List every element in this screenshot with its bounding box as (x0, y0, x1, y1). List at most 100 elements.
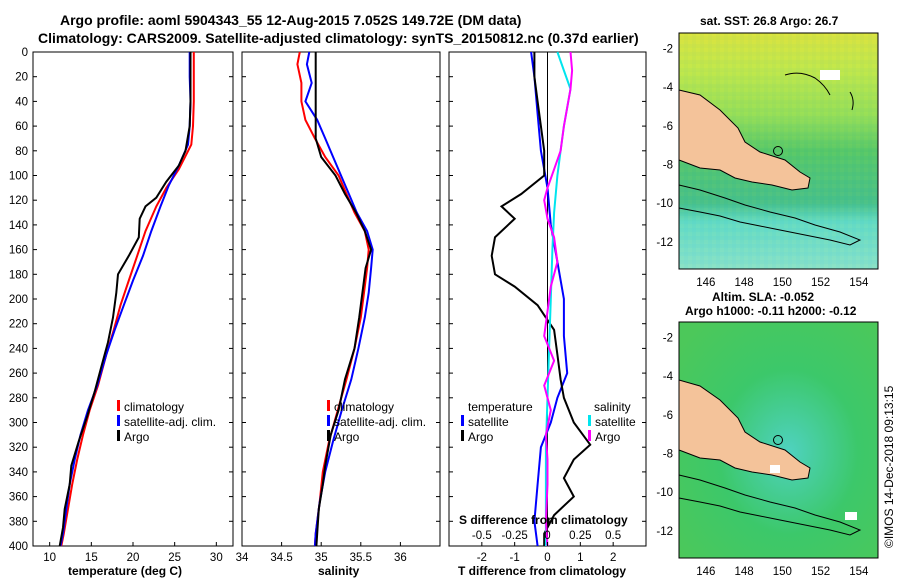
salinity-legend: climatology satellite-adj. clim. Argo (327, 400, 426, 444)
island-outline (784, 72, 831, 96)
salinity-xlabel: salinity (318, 564, 360, 578)
temperature-xlabel: temperature (deg C) (68, 564, 182, 578)
map-lat-tick-label: -10 (656, 487, 673, 499)
depth-tick-label: 180 (9, 269, 28, 281)
x-tick-label: 15 (85, 552, 98, 564)
sla-map-ticks: 146 148 150 152 154 -2 -4 -6 -8 -10 -12 (656, 332, 869, 578)
map-lon-tick-label: 150 (773, 566, 792, 578)
s-diff-tick-label: -0.25 (502, 530, 528, 542)
depth-tick-label: 220 (9, 319, 28, 331)
s-diff-tick-label: 0 (544, 530, 550, 542)
map-lat-tick-label: -4 (663, 371, 674, 383)
chart-title-line1: Argo profile: aoml 5904343_55 12-Aug-201… (60, 12, 521, 28)
legend-swatch-s-satellite (588, 415, 591, 426)
x-tick-label: 35 (315, 552, 328, 564)
x-tick-label: -2 (477, 552, 487, 564)
sst-map-ticks: 146 148 150 152 154 -2 -4 -6 -8 -10 -12 (656, 43, 869, 289)
depth-tick-label: 280 (9, 393, 28, 405)
legend-label-s-satellite: satellite (595, 415, 636, 429)
depth-tick-label: 140 (9, 220, 28, 232)
series-line-argo (58, 52, 192, 547)
legend-title-temperature: temperature (468, 400, 533, 414)
depth-tick-label: 80 (15, 146, 28, 158)
legend-swatch-satellite (117, 415, 120, 426)
new-guinea-land (678, 89, 811, 191)
map-lat-tick-label: -6 (663, 121, 673, 133)
s-diff-tick-label: -0.5 (472, 530, 492, 542)
temperature-series (58, 52, 195, 547)
map-lon-tick-label: 152 (811, 277, 830, 289)
temperature-panel (32, 51, 234, 547)
x-tick-labels: 10 15 20 25 30 34 34.5 35 35.5 36 -2 -1 0 1 2 -0.5 -0.25… (43, 530, 621, 564)
legend-label-argo: Argo (124, 430, 150, 444)
x-tick-label: 25 (168, 552, 181, 564)
depth-tick-label: 340 (9, 467, 28, 479)
sst-map-title: sat. SST: 26.8 Argo: 26.7 (700, 14, 839, 28)
x-tick-label: 1 (577, 552, 583, 564)
sla-map-frame (678, 321, 879, 559)
series-line-temperature-satellite (530, 51, 569, 547)
depth-tick-label: 400 (9, 541, 28, 553)
legend-swatch-t-satellite (461, 415, 464, 426)
legend-label-climatology: climatology (124, 400, 184, 414)
legend-label-t-argo: Argo (468, 430, 494, 444)
sla-missing-data (845, 512, 857, 520)
x-tick-label: 35.5 (350, 552, 372, 564)
map-lon-tick-label: 154 (849, 566, 869, 578)
difference-xlabel: T difference from climatology (458, 564, 626, 578)
map-lat-tick-label: -8 (663, 449, 673, 461)
legend-label-climatology: climatology (334, 400, 394, 414)
map-lat-tick-label: -2 (663, 332, 673, 344)
legend-label-t-satellite: satellite (468, 415, 509, 429)
map-lon-tick-label: 150 (773, 277, 792, 289)
legend-swatch-climatology (327, 400, 330, 411)
sst-missing-data (820, 70, 840, 80)
sst-map (678, 32, 879, 270)
depth-tick-label: 40 (15, 96, 28, 108)
depth-tick-label: 300 (9, 418, 28, 430)
depth-tick-label: 360 (9, 492, 28, 504)
x-tick-label: -1 (510, 552, 520, 564)
depth-tick-label: 160 (9, 245, 28, 257)
sla-map-title1: Altim. SLA: -0.052 (712, 290, 814, 304)
coastline (678, 474, 862, 536)
imos-watermark: ©IMOS 14-Dec-2018 09:13:15 (882, 385, 896, 548)
salinity-series (296, 51, 374, 547)
legend-swatch-t-argo (461, 430, 464, 441)
s-diff-tick-label: 0.5 (605, 530, 621, 542)
legend-swatch-argo (327, 430, 330, 441)
map-lat-tick-label: -12 (656, 526, 673, 538)
legend-label-satellite: satellite-adj. clim. (124, 415, 216, 429)
map-lat-tick-label: -4 (663, 82, 674, 94)
x-tick-label: 20 (127, 552, 140, 564)
x-tick-label: 30 (210, 552, 223, 564)
x-tick-label: 2 (610, 552, 616, 564)
map-lon-tick-label: 146 (696, 277, 715, 289)
x-tick-label: 34.5 (270, 552, 292, 564)
new-guinea-land (678, 379, 811, 481)
legend-swatch-s-argo (588, 430, 591, 441)
sst-map-frame (678, 32, 879, 270)
sla-map-title2: Argo h1000: -0.11 h2000: -0.12 (685, 304, 857, 318)
series-line-temperature-argo (490, 52, 592, 546)
salinity-panel (241, 51, 441, 547)
island-outline (849, 91, 854, 111)
map-lon-tick-label: 148 (734, 277, 753, 289)
map-lat-tick-label: -12 (656, 237, 673, 249)
legend-swatch-climatology (117, 400, 120, 411)
x-tick-label: 34 (236, 552, 249, 564)
map-lon-tick-label: 146 (696, 566, 715, 578)
series-line-salinity-argo (543, 51, 574, 547)
chart-title-line2: Climatology: CARS2009. Satellite-adjuste… (38, 30, 639, 46)
depth-tick-label: 200 (9, 294, 28, 306)
depth-tick-label: 260 (9, 368, 28, 380)
map-lon-tick-label: 152 (811, 566, 830, 578)
depth-tick-label: 120 (9, 195, 28, 207)
map-lon-tick-label: 148 (734, 566, 753, 578)
x-tick-label: 0 (544, 552, 550, 564)
argo-location-marker (773, 435, 783, 445)
legend-label-argo: Argo (334, 430, 360, 444)
argo-location-marker (773, 146, 783, 156)
series-line-argo (314, 52, 373, 547)
